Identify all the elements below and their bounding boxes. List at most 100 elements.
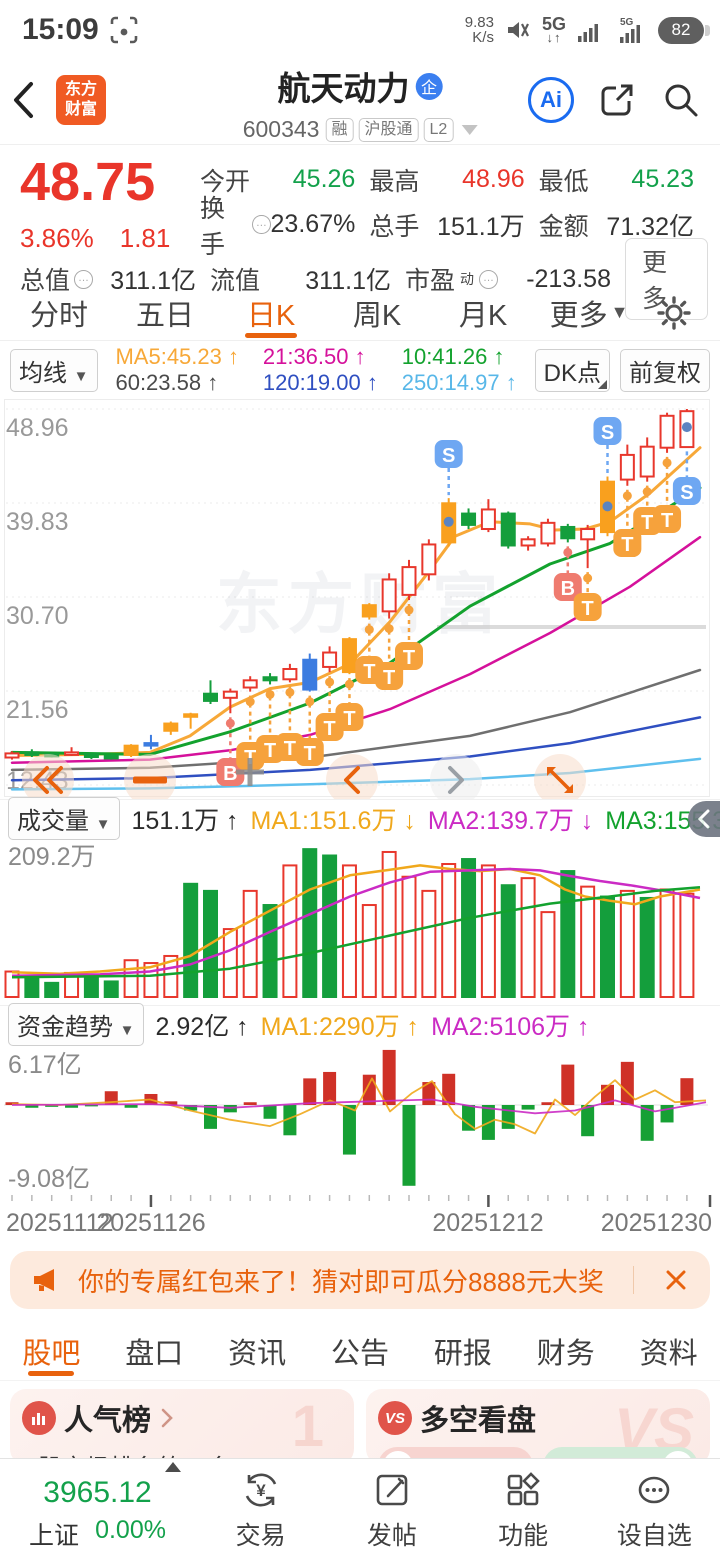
money-bar bbox=[323, 1071, 337, 1105]
stock-title-block[interactable]: 航天动力 企 600343 融沪股通 L2 bbox=[243, 62, 478, 143]
stock-tag: 融 bbox=[325, 117, 354, 142]
section-tab-资料[interactable]: 资料 bbox=[639, 1337, 698, 1370]
close-banner-button[interactable] bbox=[648, 1268, 704, 1292]
candle[interactable] bbox=[381, 578, 397, 613]
money-flow-indicator-button[interactable]: 资金趋势 ▼ bbox=[8, 1003, 144, 1046]
candle[interactable] bbox=[500, 512, 516, 547]
chart-control-left[interactable] bbox=[326, 754, 378, 799]
candle[interactable] bbox=[262, 676, 278, 682]
candle[interactable] bbox=[64, 751, 80, 756]
bull-bear-card[interactable]: VS VS 多空看盘 看涨 看跌 bbox=[366, 1389, 710, 1465]
search-icon[interactable] bbox=[660, 79, 702, 121]
tab-日K[interactable]: 日K bbox=[218, 285, 324, 340]
candle[interactable] bbox=[24, 751, 40, 756]
candle[interactable] bbox=[639, 445, 655, 478]
tab-more[interactable]: 更多 ▼ bbox=[549, 299, 629, 332]
chart-control-expand[interactable] bbox=[534, 754, 586, 799]
svg-text:¥: ¥ bbox=[256, 1481, 266, 1500]
chart-control-minus[interactable] bbox=[124, 754, 176, 799]
candle[interactable] bbox=[560, 525, 576, 540]
candle[interactable] bbox=[322, 651, 338, 668]
candle[interactable] bbox=[361, 604, 377, 618]
volume-chart[interactable]: 209.2万 bbox=[0, 837, 720, 1005]
candle[interactable] bbox=[4, 752, 20, 759]
quote-field: 市盈动… -213.58 bbox=[405, 261, 625, 297]
eastmoney-logo[interactable]: 东方 财富 bbox=[56, 75, 106, 125]
candle[interactable] bbox=[143, 742, 159, 747]
candle[interactable] bbox=[540, 521, 556, 545]
candle[interactable] bbox=[341, 638, 357, 674]
ma-legend-item: 120:19.00 ↑ bbox=[262, 370, 378, 395]
money-flow-chart[interactable]: 6.17亿 -9.08亿 bbox=[0, 1043, 720, 1193]
quote-field: 今开 45.26 bbox=[200, 162, 369, 198]
panel-pull-tab[interactable] bbox=[688, 801, 720, 837]
candle[interactable] bbox=[421, 543, 437, 576]
candle[interactable] bbox=[83, 752, 99, 759]
ma-legend-item: 21:36.50 ↑ bbox=[262, 344, 366, 369]
section-tab-股吧[interactable]: 股吧 bbox=[0, 1321, 103, 1380]
chart-control-rewind[interactable] bbox=[22, 754, 74, 799]
marker-letter: T bbox=[304, 743, 316, 765]
collapse-handle-icon[interactable] bbox=[165, 1462, 181, 1472]
ma-settings-button[interactable]: 均线 ▼ bbox=[10, 348, 98, 392]
candle[interactable] bbox=[520, 538, 536, 547]
ma-legend-column: MA5:45.23 ↑ 60:23.58 ↑ bbox=[115, 344, 239, 396]
share-icon[interactable] bbox=[596, 79, 638, 121]
candle[interactable] bbox=[659, 414, 675, 449]
promo-banner[interactable]: 你的专属红包来了！猜对即可瓜分8888元大奖 bbox=[10, 1251, 710, 1309]
tab-分时[interactable]: 分时 bbox=[29, 299, 88, 332]
section-tab-资讯[interactable]: 资讯 bbox=[228, 1337, 287, 1370]
money-bar bbox=[45, 1105, 59, 1107]
chart-control-plus[interactable] bbox=[236, 758, 264, 786]
candle[interactable] bbox=[183, 713, 199, 718]
nav-trade-button[interactable]: ¥ 交易 bbox=[195, 1468, 326, 1552]
section-tab-盘口[interactable]: 盘口 bbox=[125, 1337, 184, 1370]
section-tab-公告[interactable]: 公告 bbox=[331, 1337, 390, 1370]
nav-add-watchlist-button[interactable]: 设自选 bbox=[589, 1468, 720, 1552]
candle[interactable] bbox=[203, 692, 218, 702]
chevron-down-icon[interactable] bbox=[461, 124, 478, 135]
nav-post-button[interactable]: 发帖 bbox=[326, 1468, 457, 1552]
candle[interactable] bbox=[461, 512, 477, 526]
tab-周K[interactable]: 周K bbox=[352, 299, 402, 332]
candle[interactable] bbox=[480, 508, 496, 531]
candle[interactable] bbox=[123, 744, 139, 756]
volume-bar bbox=[24, 977, 40, 999]
candle[interactable] bbox=[163, 722, 179, 732]
candlestick-chart[interactable]: 48.9639.8330.7021.5612.43东方财富SSSBBTTTTTT… bbox=[0, 399, 720, 799]
quote-value: 311.1亿 bbox=[110, 267, 196, 295]
marker-letter: B bbox=[561, 578, 575, 600]
volume-bar bbox=[540, 911, 556, 998]
index-change-percent: 0.00% bbox=[95, 1515, 166, 1544]
section-tab-研报[interactable]: 研报 bbox=[433, 1337, 492, 1370]
popularity-rank-card[interactable]: 1 人气榜 A股市场排名第30名 bbox=[10, 1389, 354, 1465]
candle[interactable] bbox=[103, 754, 119, 760]
back-button[interactable] bbox=[10, 76, 50, 124]
candle[interactable] bbox=[222, 690, 238, 699]
dk-point-button[interactable]: DK点 bbox=[534, 348, 610, 392]
date-axis: 20251112 20251126 20251212 20251230 bbox=[0, 1193, 720, 1237]
candle[interactable] bbox=[242, 679, 258, 689]
forward-adjust-button[interactable]: 前复权 bbox=[620, 348, 710, 392]
tab-月K[interactable]: 月K bbox=[458, 299, 508, 332]
ai-assistant-button[interactable]: Ai bbox=[528, 77, 574, 123]
tab-五日[interactable]: 五日 bbox=[135, 299, 194, 332]
index-quote-shanghai[interactable]: 3965.12 上证 0.00% bbox=[0, 1468, 195, 1552]
chart-settings-button[interactable] bbox=[642, 285, 706, 340]
candle[interactable] bbox=[619, 453, 635, 481]
chart-control-right[interactable] bbox=[430, 754, 482, 799]
quote-value: 151.1万 bbox=[437, 212, 525, 241]
candle[interactable] bbox=[282, 667, 298, 681]
volume-indicator-button[interactable]: 成交量 ▼ bbox=[8, 797, 120, 840]
enterprise-badge[interactable]: 企 bbox=[415, 72, 443, 100]
chevron-down-icon: ▼ bbox=[95, 816, 111, 833]
info-icon[interactable]: … bbox=[252, 215, 271, 234]
section-tab-财务[interactable]: 财务 bbox=[536, 1337, 595, 1370]
network-type-indicator: 5G ↓↑ bbox=[541, 14, 566, 45]
candle[interactable] bbox=[302, 658, 318, 691]
candle[interactable] bbox=[401, 566, 417, 596]
info-icon[interactable]: … bbox=[74, 269, 94, 289]
candle[interactable] bbox=[580, 528, 596, 541]
info-icon[interactable]: … bbox=[479, 269, 499, 289]
nav-functions-button[interactable]: 功能 bbox=[458, 1468, 589, 1552]
